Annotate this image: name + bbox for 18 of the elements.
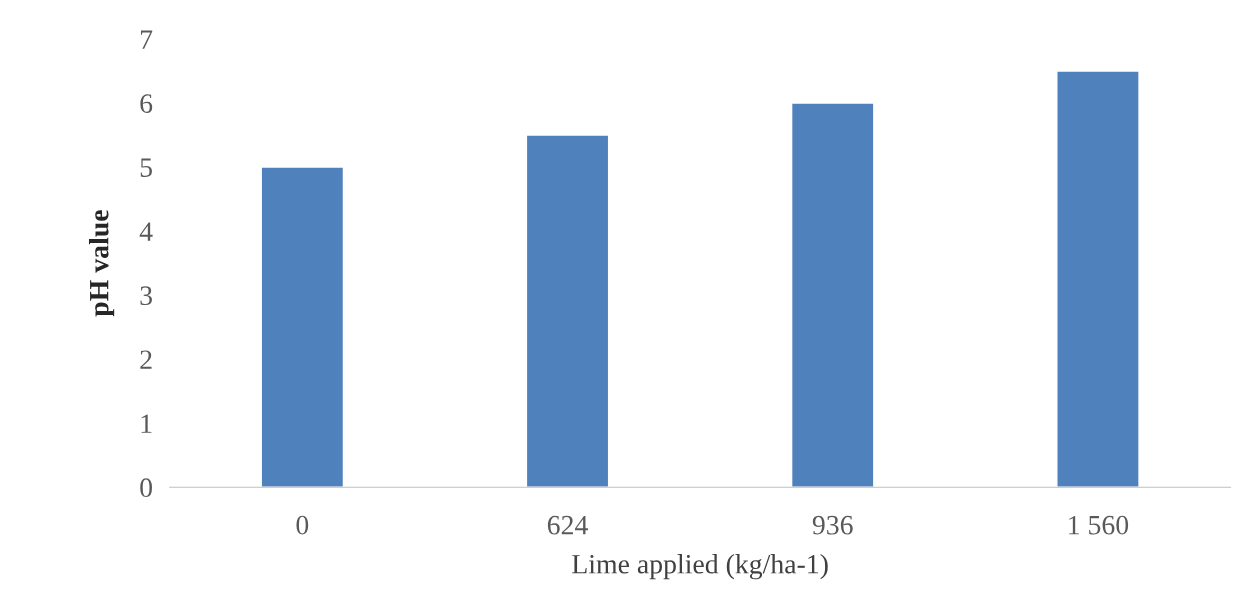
x-tick-label: 1 560 (1069, 515, 1129, 535)
y-tick-label: 3 (140, 286, 152, 306)
x-tick-label: 936 (812, 515, 853, 535)
y-tick-label: 1 (141, 414, 152, 433)
y-tick-label: 2 (140, 350, 152, 369)
x-tick-label: 0 (296, 515, 309, 535)
y-tick-label: 5 (140, 158, 152, 177)
y-tick-label: 0 (140, 478, 152, 498)
bar (1056, 70, 1140, 488)
y-tick-label: 7 (141, 30, 153, 49)
x-axis-title: Lime applied (kg/ha-1) (572, 554, 828, 580)
y-tick-label: 4 (139, 222, 153, 241)
y-axis-title: pH value (88, 210, 115, 317)
bar (790, 102, 875, 488)
bar (525, 134, 610, 488)
bar (260, 166, 345, 488)
y-tick-label: 6 (140, 94, 153, 113)
x-tick-label: 624 (547, 515, 588, 535)
